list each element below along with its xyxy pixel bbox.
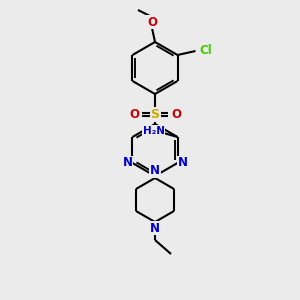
Text: N: N	[150, 221, 160, 235]
Text: S: S	[151, 107, 160, 121]
Text: N: N	[150, 164, 160, 178]
Text: O: O	[147, 16, 157, 28]
Text: O: O	[171, 107, 181, 121]
Text: O: O	[129, 107, 139, 121]
Text: Cl: Cl	[199, 44, 212, 56]
Text: N: N	[122, 157, 133, 169]
Text: N: N	[178, 157, 188, 169]
Text: H₂N: H₂N	[142, 126, 164, 136]
